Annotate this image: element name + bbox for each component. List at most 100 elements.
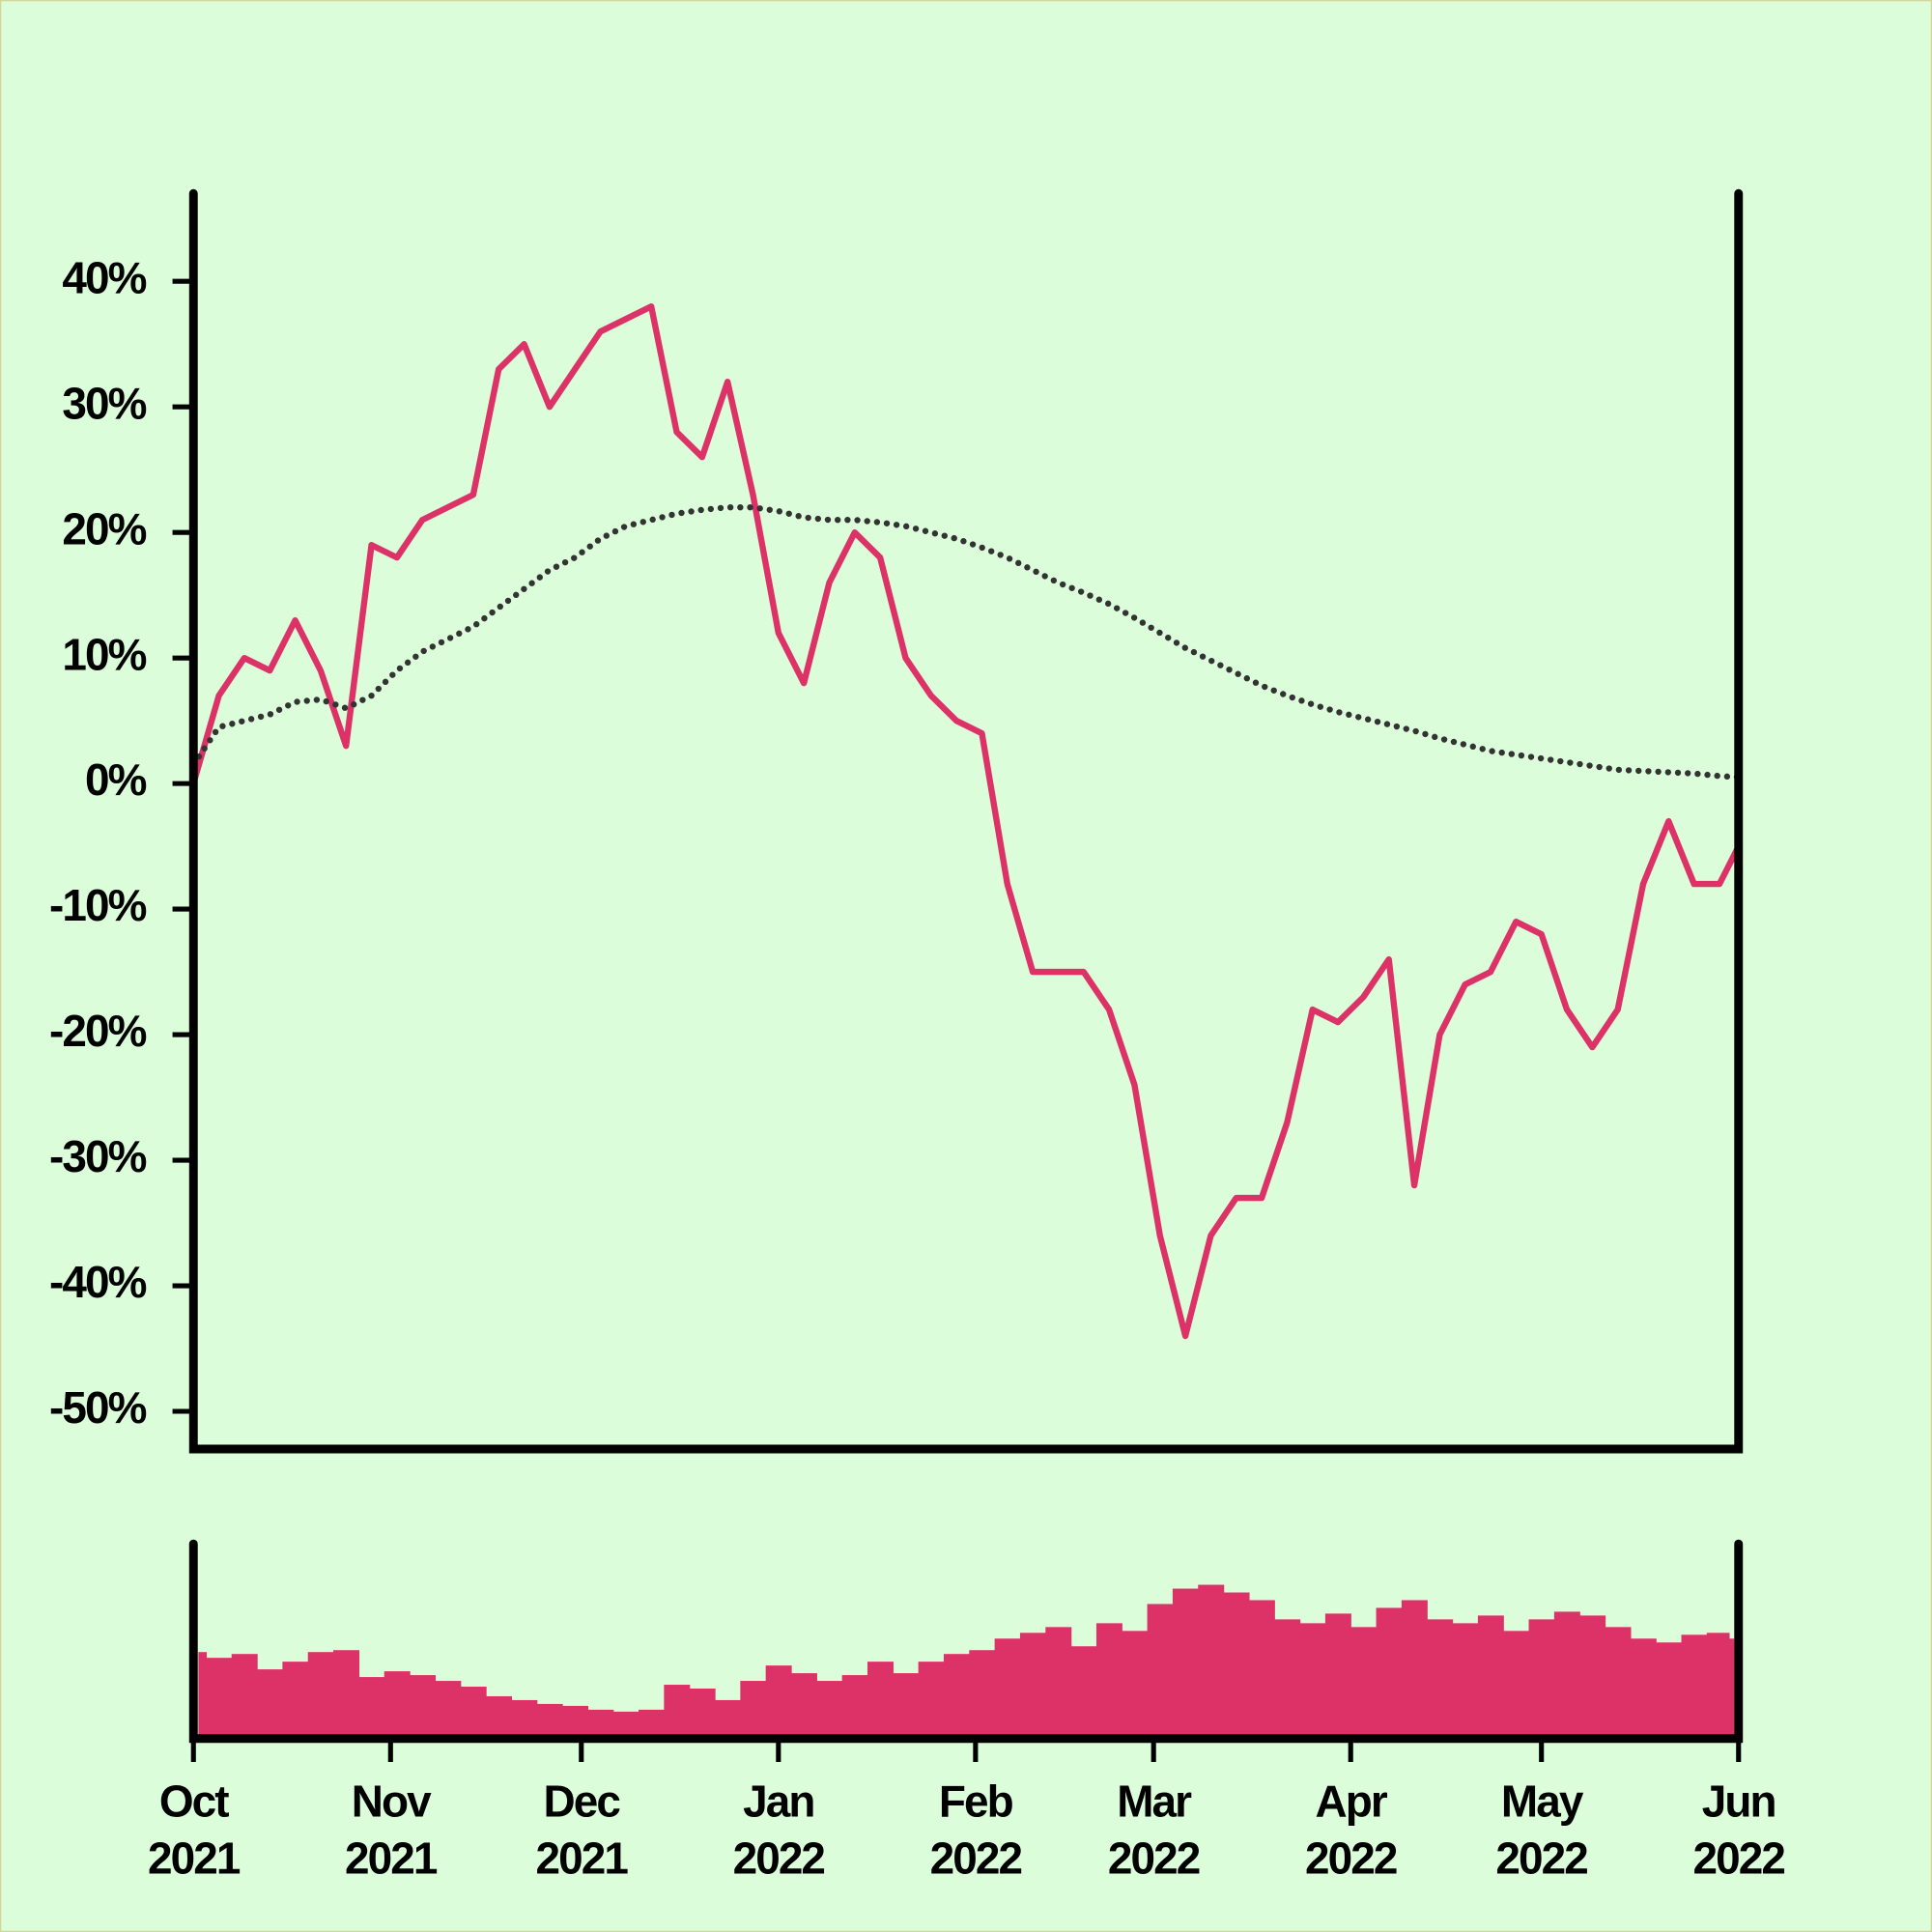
x-tick-label: Jun 2022 — [1693, 1776, 1785, 1884]
volume-bar — [206, 1658, 233, 1739]
volume-bar — [1728, 1638, 1735, 1739]
volume-bar — [1095, 1623, 1122, 1739]
volume-bar — [198, 1652, 208, 1739]
volume-bar — [715, 1699, 741, 1739]
volume-bar — [765, 1665, 792, 1739]
x-tick-label-line: Dec — [544, 1776, 621, 1827]
x-tick-label: Apr 2022 — [1305, 1776, 1397, 1884]
volume-bar — [639, 1709, 665, 1739]
x-tick-label-line: Nov — [352, 1776, 432, 1827]
volume-bar — [587, 1709, 614, 1739]
volume-bar — [562, 1705, 588, 1739]
volume-bar — [1477, 1615, 1504, 1739]
x-tick-label-line: Feb — [939, 1776, 1013, 1827]
volume-bar — [740, 1681, 767, 1739]
volume-bar — [664, 1685, 691, 1739]
x-tick-label-line: Jan — [743, 1776, 813, 1827]
volume-bar — [1376, 1607, 1403, 1739]
volume-bar — [994, 1638, 1021, 1739]
volume-bar — [867, 1662, 894, 1739]
y-tick-label: 40% — [62, 252, 146, 302]
volume-bar — [1223, 1592, 1250, 1739]
x-tick-label-line: Apr — [1316, 1776, 1388, 1827]
x-tick-label-line: 2022 — [1495, 1833, 1587, 1883]
volume-bar — [1147, 1604, 1174, 1739]
volume-bar — [943, 1654, 970, 1739]
x-tick-label: Jan 2022 — [733, 1776, 825, 1884]
volume-bar — [969, 1650, 996, 1739]
x-tick-label-line: 2022 — [733, 1833, 825, 1883]
average-line — [190, 504, 1742, 781]
main-spines — [188, 188, 1744, 1454]
y-tick-label: -40% — [49, 1257, 147, 1307]
main-frame — [188, 188, 1744, 1454]
volume-bar — [918, 1662, 945, 1739]
x-tick-label: Dec 2021 — [536, 1776, 629, 1884]
x-tick-label: Nov 2021 — [345, 1776, 438, 1884]
volume-bar — [1681, 1634, 1708, 1739]
x-tick-label-line: 2021 — [345, 1833, 438, 1883]
y-tick-label: 20% — [62, 503, 146, 554]
volume-bar — [1019, 1633, 1046, 1739]
x-tick-label-line: Mar — [1117, 1776, 1192, 1827]
volume-bar — [816, 1681, 843, 1739]
volume-bar — [307, 1652, 334, 1739]
x-tick-label: Oct 2021 — [148, 1776, 241, 1884]
volume-bar — [358, 1677, 385, 1739]
volume-bar — [460, 1687, 487, 1739]
x-tick-label-line: 2022 — [1693, 1833, 1785, 1883]
volume-bar — [1452, 1623, 1479, 1739]
volume-bar — [689, 1689, 716, 1739]
volume-bar — [1605, 1627, 1632, 1739]
volume-bar — [511, 1699, 538, 1739]
x-tick-label-line: 2022 — [1108, 1833, 1200, 1883]
volume-bar — [486, 1695, 513, 1739]
y-tick-label: -30% — [49, 1131, 147, 1181]
volume-bar — [1274, 1619, 1301, 1739]
y-tick-label: -50% — [49, 1382, 147, 1433]
volume-bar — [612, 1711, 639, 1739]
x-tick-label-line: May — [1501, 1776, 1584, 1827]
x-tick-label-line: 2021 — [536, 1833, 629, 1883]
volume-bar — [1122, 1631, 1149, 1739]
volume-bar — [1579, 1615, 1606, 1739]
price-line — [190, 303, 1742, 1340]
x-tick-label: Mar 2022 — [1108, 1776, 1200, 1884]
volume-bar — [1706, 1633, 1730, 1739]
volume-bar — [384, 1671, 411, 1739]
volume-bar — [282, 1662, 309, 1739]
volume-bar — [1630, 1638, 1657, 1739]
volume-frame — [188, 1539, 1744, 1744]
x-tick-label: May 2022 — [1495, 1776, 1587, 1884]
volume-spines — [188, 1539, 1744, 1744]
volume-bar — [1299, 1623, 1326, 1739]
x-tick-label: Feb 2022 — [930, 1776, 1022, 1884]
volume-bar — [841, 1675, 868, 1739]
y-tick-label: 0% — [85, 754, 147, 805]
volume-bar — [790, 1673, 817, 1739]
volume-bar — [1427, 1619, 1454, 1739]
volume-bar — [1198, 1584, 1225, 1739]
y-tick-label: -10% — [49, 880, 147, 930]
volume-bar — [893, 1673, 920, 1739]
x-tick-label-line: 2022 — [1305, 1833, 1397, 1883]
y-tick-label: 30% — [62, 378, 146, 428]
x-tick-label-line: 2022 — [930, 1833, 1022, 1883]
volume-bar — [257, 1669, 284, 1739]
volume-bar — [1350, 1627, 1378, 1739]
x-tick-label-line: Oct — [159, 1776, 229, 1827]
volume-bar — [1045, 1627, 1072, 1739]
volume-bar — [410, 1675, 437, 1739]
volume-bar — [1503, 1631, 1530, 1739]
volume-bar — [1401, 1600, 1428, 1739]
x-tick-label-line: 2021 — [148, 1833, 241, 1883]
volume-bar — [536, 1703, 563, 1739]
volume-bar — [1172, 1588, 1199, 1739]
volume-bar — [1248, 1600, 1275, 1739]
volume-bar — [1528, 1619, 1555, 1739]
volume-bar — [1553, 1611, 1580, 1739]
x-tick-label-line: Jun — [1702, 1776, 1776, 1827]
volume-bar — [435, 1681, 462, 1739]
